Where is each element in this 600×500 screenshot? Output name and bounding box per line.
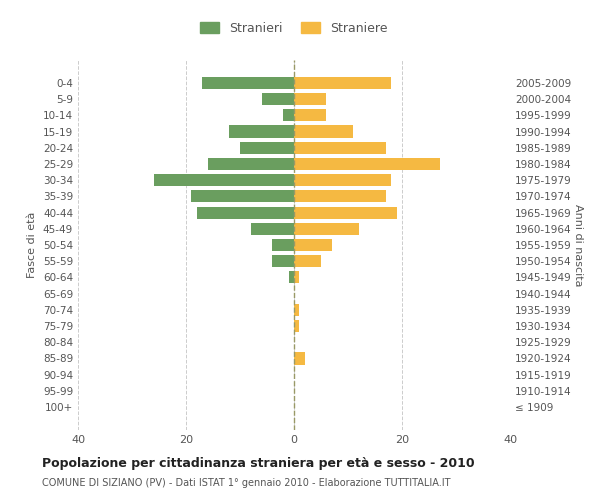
Bar	[294, 255, 321, 268]
Bar	[154, 174, 294, 186]
Bar	[294, 93, 326, 105]
Bar	[289, 272, 294, 283]
Bar	[251, 222, 294, 235]
Bar	[283, 109, 294, 122]
Bar	[294, 352, 305, 364]
Text: COMUNE DI SIZIANO (PV) - Dati ISTAT 1° gennaio 2010 - Elaborazione TUTTITALIA.IT: COMUNE DI SIZIANO (PV) - Dati ISTAT 1° g…	[42, 478, 451, 488]
Text: Popolazione per cittadinanza straniera per età e sesso - 2010: Popolazione per cittadinanza straniera p…	[42, 458, 475, 470]
Bar	[191, 190, 294, 202]
Bar	[294, 272, 299, 283]
Bar	[294, 142, 386, 154]
Bar	[272, 255, 294, 268]
Bar	[294, 222, 359, 235]
Bar	[294, 304, 299, 316]
Bar	[202, 77, 294, 89]
Legend: Stranieri, Straniere: Stranieri, Straniere	[197, 18, 391, 38]
Bar	[294, 126, 353, 138]
Bar	[294, 190, 386, 202]
Bar	[294, 77, 391, 89]
Bar	[294, 158, 440, 170]
Bar	[294, 109, 326, 122]
Bar	[240, 142, 294, 154]
Bar	[197, 206, 294, 218]
Bar	[294, 206, 397, 218]
Bar	[272, 239, 294, 251]
Bar	[294, 174, 391, 186]
Y-axis label: Fasce di età: Fasce di età	[28, 212, 37, 278]
Bar	[294, 239, 332, 251]
Bar	[208, 158, 294, 170]
Bar	[294, 320, 299, 332]
Bar	[262, 93, 294, 105]
Bar	[229, 126, 294, 138]
Y-axis label: Anni di nascita: Anni di nascita	[573, 204, 583, 286]
